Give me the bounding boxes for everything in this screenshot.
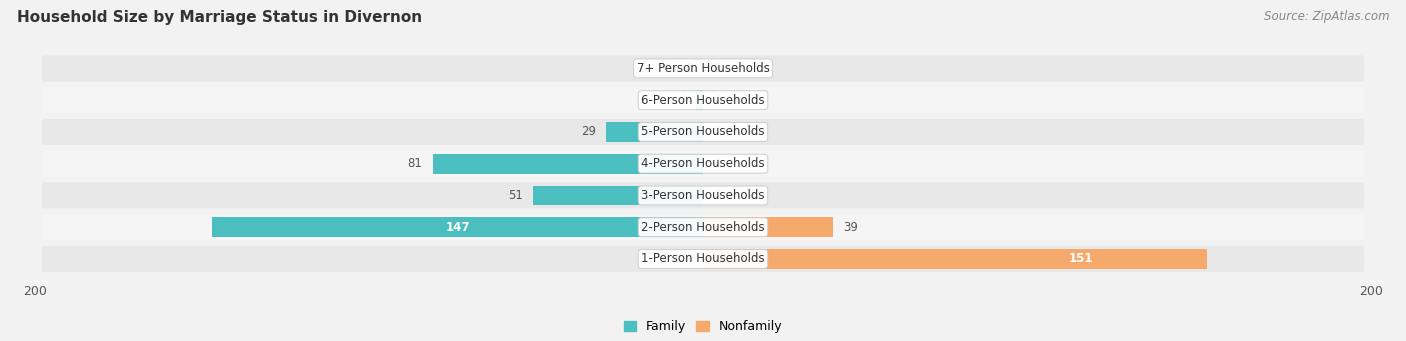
Legend: Family, Nonfamily: Family, Nonfamily [619, 315, 787, 338]
Text: 2: 2 [679, 94, 686, 107]
Text: 39: 39 [844, 221, 858, 234]
Text: 0: 0 [713, 62, 720, 75]
Text: 29: 29 [581, 125, 596, 138]
FancyBboxPatch shape [42, 214, 1364, 240]
Text: Household Size by Marriage Status in Divernon: Household Size by Marriage Status in Div… [17, 10, 422, 25]
Text: 0: 0 [686, 252, 693, 266]
Text: 147: 147 [446, 221, 470, 234]
Text: 81: 81 [408, 157, 422, 170]
FancyBboxPatch shape [42, 87, 1364, 113]
Text: 0: 0 [713, 94, 720, 107]
Bar [606, 122, 703, 142]
Text: Source: ZipAtlas.com: Source: ZipAtlas.com [1264, 10, 1389, 23]
Text: 7+ Person Households: 7+ Person Households [637, 62, 769, 75]
Text: 151: 151 [1069, 252, 1094, 266]
Text: 2-Person Households: 2-Person Households [641, 221, 765, 234]
Bar [212, 217, 703, 237]
Text: 51: 51 [508, 189, 523, 202]
Text: 5-Person Households: 5-Person Households [641, 125, 765, 138]
Text: 0: 0 [686, 62, 693, 75]
FancyBboxPatch shape [42, 55, 1364, 81]
Bar [433, 154, 703, 174]
Bar [696, 90, 703, 110]
FancyBboxPatch shape [42, 182, 1364, 208]
Text: 6-Person Households: 6-Person Households [641, 94, 765, 107]
FancyBboxPatch shape [42, 151, 1364, 177]
Bar [533, 186, 703, 205]
FancyBboxPatch shape [42, 119, 1364, 145]
Text: 0: 0 [713, 125, 720, 138]
Bar [703, 217, 834, 237]
Text: 1-Person Households: 1-Person Households [641, 252, 765, 266]
Text: 0: 0 [713, 189, 720, 202]
Text: 0: 0 [713, 157, 720, 170]
Bar [703, 249, 1208, 269]
FancyBboxPatch shape [42, 246, 1364, 272]
Text: 3-Person Households: 3-Person Households [641, 189, 765, 202]
Text: 4-Person Households: 4-Person Households [641, 157, 765, 170]
